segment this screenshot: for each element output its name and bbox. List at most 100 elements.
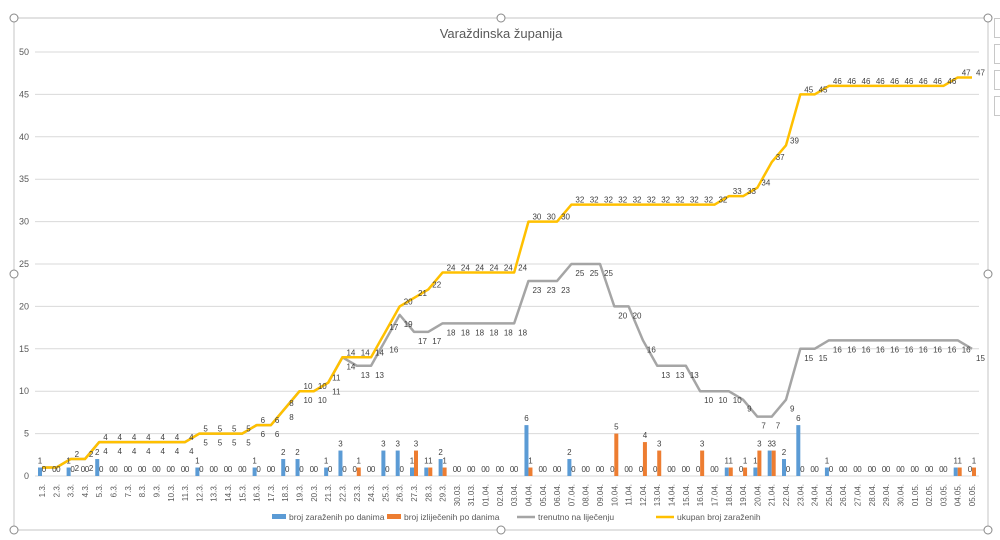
resize-handle[interactable] [9, 269, 19, 279]
bar-recovered-label: 0 [171, 465, 176, 474]
bar-new-cases-label: 0 [939, 465, 944, 474]
line-total-cases-label: 4 [146, 433, 151, 442]
line-total-cases-label: 45 [804, 85, 813, 94]
line-active-cases-label: 5 [218, 439, 223, 448]
line-total-cases-label: 24 [461, 263, 470, 272]
line-active-cases-label: 23 [532, 286, 541, 295]
chart-styles-button[interactable] [994, 44, 1000, 64]
line-active-cases-label: 17 [418, 337, 427, 346]
bar-recovered-label: 0 [285, 465, 290, 474]
line-total-cases-label: 47 [976, 68, 985, 77]
bar-new-cases-label: 0 [553, 465, 558, 474]
line-total-cases-label: 5 [203, 425, 208, 434]
bar-recovered-label: 1 [729, 457, 734, 466]
bar-recovered-label: 0 [814, 465, 819, 474]
bar-new-cases-label: 0 [696, 465, 701, 474]
bar-new-cases-label: 0 [353, 465, 358, 474]
resize-handle[interactable] [983, 525, 993, 535]
bar-recovered-label: 0 [929, 465, 934, 474]
y-tick-label: 15 [19, 344, 29, 354]
bar-new-cases-label: 0 [496, 465, 501, 474]
x-tick-label: 11.04. [625, 484, 634, 506]
resize-handle[interactable] [496, 525, 506, 535]
line-total-cases-label: 22 [432, 280, 441, 289]
line-active-cases-label: 18 [490, 328, 499, 337]
bar-new-cases [782, 459, 786, 476]
bar-new-cases-label: 0 [624, 465, 629, 474]
chart-filters-button[interactable] [994, 70, 1000, 90]
bar-recovered-label: 1 [972, 457, 977, 466]
chart-options-button[interactable] [994, 96, 1000, 116]
y-tick-label: 5 [24, 429, 29, 439]
bar-new-cases-label: 0 [81, 465, 86, 474]
x-tick-label: 07.04. [567, 484, 576, 506]
bar-new-cases-label: 3 [767, 440, 772, 449]
x-tick-label: 22.3. [338, 484, 347, 502]
line-active-cases-label: 18 [504, 328, 513, 337]
line-active-cases-label: 5 [232, 439, 237, 448]
bar-new-cases-label: 2 [567, 448, 572, 457]
bar-recovered [743, 467, 748, 476]
resize-handle[interactable] [983, 13, 993, 23]
resize-handle[interactable] [983, 269, 993, 279]
x-tick-label: 22.04. [782, 484, 791, 506]
bar-recovered-label: 3 [757, 440, 762, 449]
y-tick-label: 45 [19, 89, 29, 99]
chart-elements-button[interactable] [994, 18, 1000, 38]
bar-recovered-label: 0 [786, 465, 791, 474]
bar-new-cases [381, 450, 386, 476]
line-total-cases-label: 32 [704, 196, 713, 205]
line-active-cases-label: 18 [461, 328, 470, 337]
x-tick-label: 19.04. [739, 484, 748, 506]
x-tick-label: 27.3. [410, 484, 419, 502]
bar-recovered [657, 450, 662, 476]
x-tick-label: 25.04. [825, 484, 834, 506]
line-active-cases-label: 4 [189, 447, 194, 456]
bar-new-cases-label: 1 [38, 457, 43, 466]
line-active-cases-label: 16 [647, 345, 656, 354]
bar-recovered-label: 0 [371, 465, 376, 474]
x-tick-label: 10.04. [610, 484, 619, 506]
bar-new-cases [252, 467, 257, 476]
line-active-cases-label: 16 [919, 345, 928, 354]
resize-handle[interactable] [9, 525, 19, 535]
bar-new-cases [824, 467, 829, 476]
resize-handle[interactable] [9, 13, 19, 23]
line-total-cases-label: 24 [518, 263, 527, 272]
line-total-cases-label: 4 [118, 433, 123, 442]
bar-recovered [757, 450, 762, 476]
line-active-cases-label: 7 [761, 422, 766, 431]
bar-recovered [614, 433, 619, 476]
bar-recovered [356, 467, 361, 476]
bar-new-cases-label: 0 [267, 465, 272, 474]
x-tick-label: 29.04. [882, 484, 891, 506]
bar-new-cases-label: 1 [195, 457, 200, 466]
line-total-cases-label: 6 [261, 416, 266, 425]
bar-recovered-label: 0 [399, 465, 404, 474]
line-total-cases-label: 4 [189, 433, 194, 442]
chart-frame[interactable] [13, 17, 989, 531]
x-tick-label: 7.3. [124, 484, 133, 497]
bar-recovered-label: 0 [671, 465, 676, 474]
line-total-cases-label: 14 [346, 348, 355, 357]
resize-handles[interactable] [9, 13, 993, 535]
bar-recovered [428, 467, 433, 476]
x-tick-label: 13.3. [210, 484, 219, 502]
line-total-cases-label: 32 [633, 196, 642, 205]
line-active-cases-label: 13 [676, 371, 685, 380]
chart-title: Varaždinska županija [440, 26, 563, 41]
line-total-cases-label: 11 [332, 374, 341, 383]
bar-recovered [528, 467, 533, 476]
x-tick-label: 25.3. [381, 484, 390, 502]
y-tick-label: 40 [19, 132, 29, 142]
bar-new-cases [424, 467, 429, 476]
x-tick-label: 28.04. [868, 484, 877, 506]
bar-recovered-label: 0 [70, 465, 75, 474]
x-tick-label: 01.05. [911, 484, 920, 506]
line-active-cases-label: 4 [103, 447, 108, 456]
x-tick-label: 8.3. [138, 484, 147, 497]
resize-handle[interactable] [496, 13, 506, 23]
bar-new-cases-label: 0 [925, 465, 930, 474]
bar-recovered-label: 0 [714, 465, 719, 474]
line-active-cases-label: 6 [275, 430, 280, 439]
